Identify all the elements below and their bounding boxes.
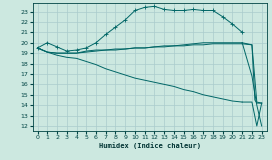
X-axis label: Humidex (Indice chaleur): Humidex (Indice chaleur) (99, 142, 201, 149)
